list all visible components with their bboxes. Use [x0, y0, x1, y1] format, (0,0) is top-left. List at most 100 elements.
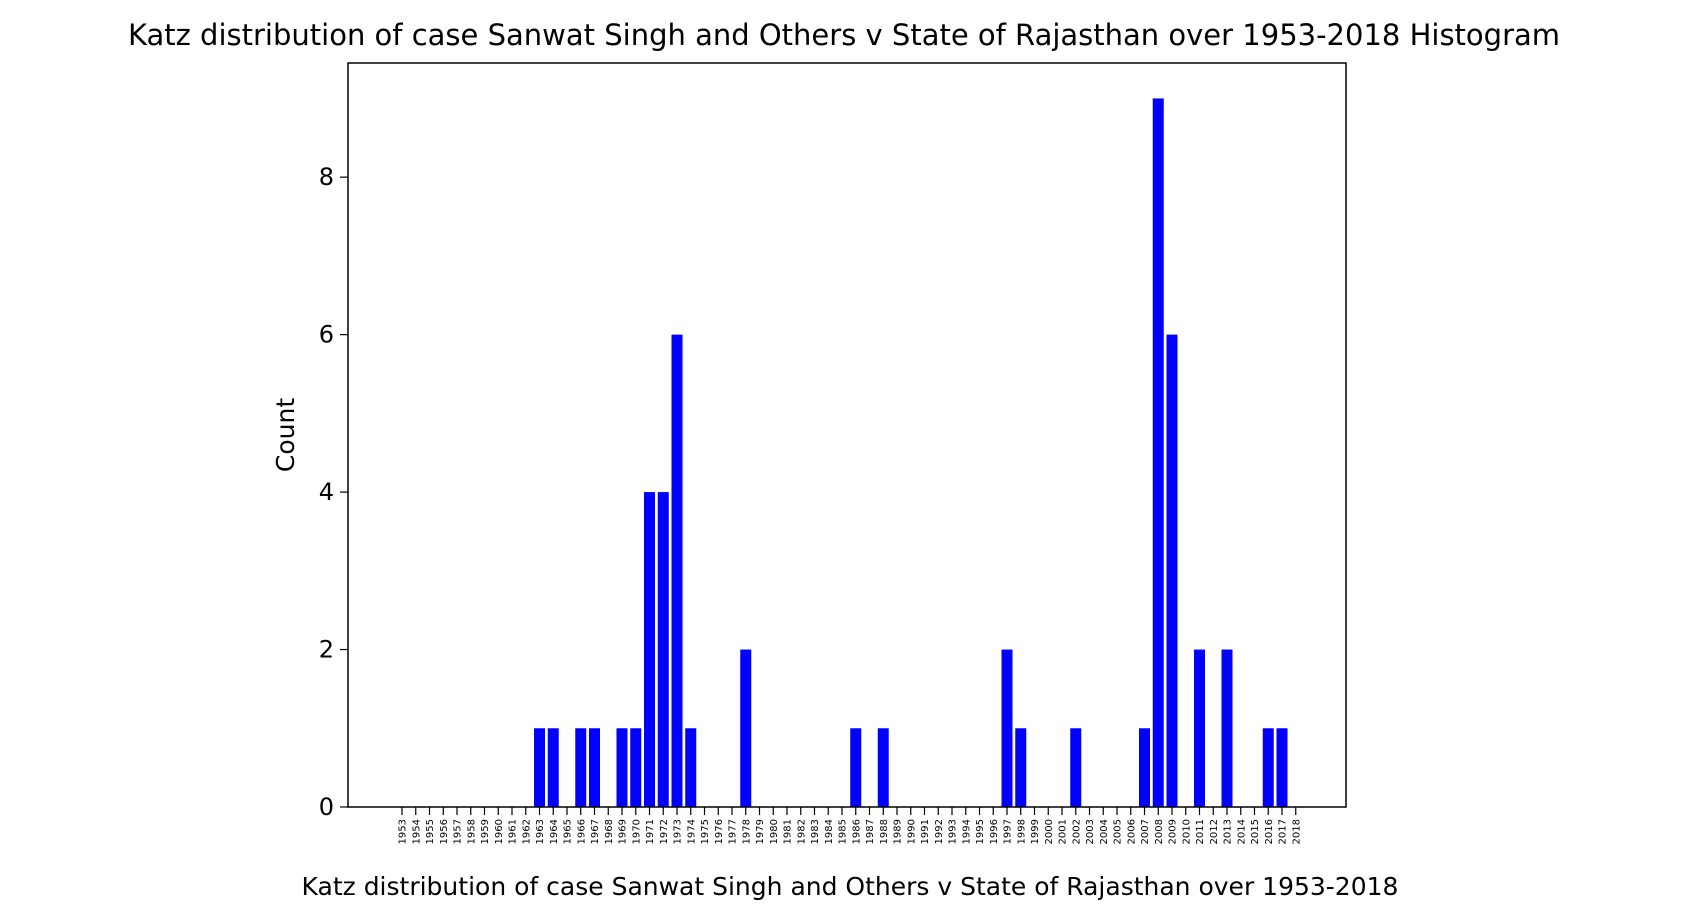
x-tick-label-1977: 1977 — [728, 819, 739, 844]
x-tick-label-1961: 1961 — [508, 819, 519, 844]
bar-1964 — [547, 728, 559, 807]
x-tick-label-1967: 1967 — [590, 819, 601, 844]
x-tick-label-2004: 2004 — [1099, 819, 1110, 844]
x-tick-label-1982: 1982 — [796, 819, 807, 844]
bar-1998 — [1015, 728, 1027, 807]
x-tick-label-1993: 1993 — [948, 819, 959, 844]
x-tick-label-2018: 2018 — [1291, 819, 1302, 844]
bar-1997 — [1001, 649, 1013, 807]
x-tick-label-1981: 1981 — [783, 819, 794, 844]
x-tick-label-1957: 1957 — [453, 819, 464, 844]
x-tick-label-2017: 2017 — [1278, 819, 1289, 844]
x-tick-label-1975: 1975 — [700, 819, 711, 844]
x-tick-label-1974: 1974 — [686, 819, 697, 844]
x-tick-label-1990: 1990 — [906, 819, 917, 844]
bar-1970 — [630, 728, 642, 807]
x-tick-label-2002: 2002 — [1071, 819, 1082, 844]
x-tick-label-1995: 1995 — [975, 819, 986, 844]
x-tick-label-1991: 1991 — [920, 819, 931, 844]
x-tick-label-2012: 2012 — [1209, 819, 1220, 844]
y-axis: 0 2 4 6 8 — [319, 163, 348, 821]
x-tick-label-1984: 1984 — [824, 819, 835, 844]
x-tick-label-1960: 1960 — [494, 819, 505, 844]
bar-1966 — [575, 728, 587, 807]
x-tick-label-1980: 1980 — [769, 819, 780, 844]
x-tick-label-2011: 2011 — [1195, 819, 1206, 844]
x-axis-label: Katz distribution of case Sanwat Singh a… — [302, 872, 1399, 901]
x-tick-label-2008: 2008 — [1154, 819, 1165, 844]
x-tick-label-2010: 2010 — [1181, 819, 1192, 844]
x-axis: 1953 1954 1955 1956 1957 1958 1959 1960 1961 1962… — [398, 807, 1302, 844]
y-axis-label: Count — [271, 398, 300, 472]
x-tick-label-1988: 1988 — [879, 819, 890, 844]
y-tick-label-6: 6 — [319, 321, 334, 349]
x-tick-label-1979: 1979 — [755, 819, 766, 844]
x-tick-label-1968: 1968 — [604, 819, 615, 844]
x-tick-label-1983: 1983 — [810, 819, 821, 844]
y-tick-label-0: 0 — [319, 793, 334, 821]
x-tick-label-1966: 1966 — [576, 819, 587, 844]
x-tick-label-1986: 1986 — [851, 819, 862, 844]
x-tick-label-1994: 1994 — [961, 819, 972, 844]
x-tick-label-1989: 1989 — [893, 819, 904, 844]
x-tick-label-2001: 2001 — [1058, 819, 1069, 844]
bar-1986 — [850, 728, 862, 807]
x-tick-label-1963: 1963 — [535, 819, 546, 844]
x-tick-label-1971: 1971 — [645, 819, 656, 844]
bar-2009 — [1166, 334, 1178, 807]
x-tick-label-2009: 2009 — [1168, 819, 1179, 844]
bar-2017 — [1276, 728, 1288, 807]
x-tick-label-1973: 1973 — [673, 819, 684, 844]
x-tick-label-1985: 1985 — [838, 819, 849, 844]
x-tick-label-1992: 1992 — [934, 819, 945, 844]
x-tick-label-1965: 1965 — [563, 819, 574, 844]
y-tick-label-4: 4 — [319, 478, 334, 506]
bar-2016 — [1262, 728, 1274, 807]
bar-1974 — [685, 728, 697, 807]
plot-frame — [347, 62, 1347, 808]
x-tick-label-1955: 1955 — [425, 819, 436, 844]
y-tick-label-2: 2 — [319, 636, 334, 664]
x-tick-label-2015: 2015 — [1250, 819, 1261, 844]
x-tick-label-1954: 1954 — [411, 819, 422, 844]
x-tick-label-1997: 1997 — [1003, 819, 1014, 844]
bar-1978 — [740, 649, 752, 807]
x-tick-label-1987: 1987 — [865, 819, 876, 844]
x-tick-label-1956: 1956 — [439, 819, 450, 844]
bar-2002 — [1070, 728, 1082, 807]
x-tick-label-1964: 1964 — [549, 819, 560, 844]
x-tick-label-2006: 2006 — [1126, 819, 1137, 844]
bar-2007 — [1139, 728, 1150, 807]
x-tick-label-1978: 1978 — [741, 819, 752, 844]
bar-2008 — [1152, 98, 1164, 808]
x-tick-label-1959: 1959 — [480, 819, 491, 844]
x-tick-label-1999: 1999 — [1030, 819, 1041, 844]
x-tick-label-2007: 2007 — [1140, 819, 1151, 844]
x-tick-label-2013: 2013 — [1223, 819, 1234, 844]
bar-2011 — [1194, 649, 1205, 807]
x-tick-label-1972: 1972 — [659, 819, 670, 844]
bar-group — [534, 98, 1288, 808]
x-tick-label-1969: 1969 — [618, 819, 629, 844]
x-tick-label-2000: 2000 — [1044, 819, 1055, 844]
bar-1972 — [657, 492, 669, 807]
bar-2013 — [1221, 649, 1233, 807]
x-tick-label-1962: 1962 — [521, 819, 532, 844]
x-tick-label-1958: 1958 — [466, 819, 477, 844]
bar-1967 — [589, 728, 600, 807]
bar-1988 — [877, 728, 889, 807]
x-tick-label-1996: 1996 — [989, 819, 1000, 844]
x-tick-label-1970: 1970 — [631, 819, 642, 844]
x-tick-label-2003: 2003 — [1085, 819, 1096, 844]
bar-1963 — [534, 728, 545, 807]
bar-1969 — [616, 728, 628, 807]
chart-title: Katz distribution of case Sanwat Singh a… — [128, 18, 1560, 52]
x-tick-label-2016: 2016 — [1264, 819, 1275, 844]
bar-1973 — [671, 334, 683, 807]
bar-1971 — [644, 492, 655, 807]
x-tick-label-1998: 1998 — [1016, 819, 1027, 844]
x-tick-label-2005: 2005 — [1113, 819, 1124, 844]
x-tick-label-1953: 1953 — [398, 819, 409, 844]
x-tick-label-2014: 2014 — [1236, 819, 1247, 844]
